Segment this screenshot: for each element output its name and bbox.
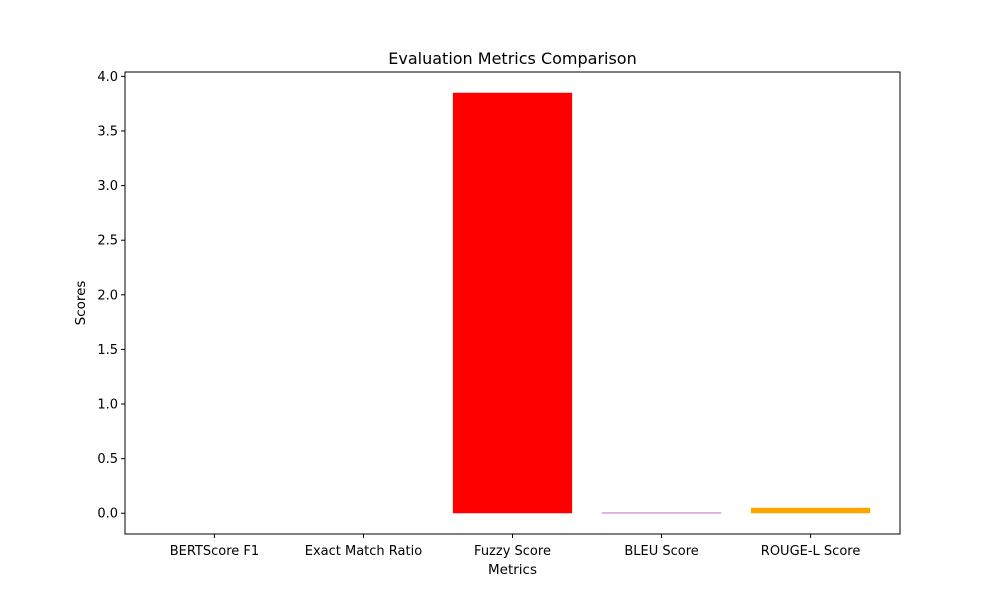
x-tick-label: BLEU Score <box>624 544 698 559</box>
bar-rouge-l-score <box>750 507 871 514</box>
y-tick-label: 1.0 <box>97 398 118 413</box>
chart-title: Evaluation Metrics Comparison <box>388 49 636 68</box>
y-tick-label: 3.0 <box>97 179 118 194</box>
y-tick-label: 1.5 <box>97 343 118 358</box>
x-axis: BERTScore F1 Exact Match Ratio Fuzzy Score… <box>170 534 861 559</box>
y-tick-label: 0.0 <box>97 507 118 522</box>
bar-bleu-score <box>601 512 722 514</box>
x-tick-label: Fuzzy Score <box>474 544 551 559</box>
y-tick-label: 4.0 <box>97 70 118 85</box>
bars-layer <box>452 92 871 514</box>
x-tick-label: ROUGE-L Score <box>761 544 861 559</box>
x-tick-label: BERTScore F1 <box>170 544 259 559</box>
y-tick-label: 0.5 <box>97 452 118 467</box>
bar-fuzzy-score <box>452 92 573 514</box>
y-tick-label: 2.5 <box>97 234 118 249</box>
x-axis-label: Metrics <box>488 562 537 578</box>
x-tick-label: Exact Match Ratio <box>305 544 422 559</box>
y-tick-label: 3.5 <box>97 124 118 139</box>
y-tick-label: 2.0 <box>97 288 118 303</box>
y-axis-label: Scores <box>73 281 89 326</box>
y-axis: 0.0 0.5 1.0 1.5 2.0 2.5 3.0 3.5 4.0 <box>97 70 125 522</box>
